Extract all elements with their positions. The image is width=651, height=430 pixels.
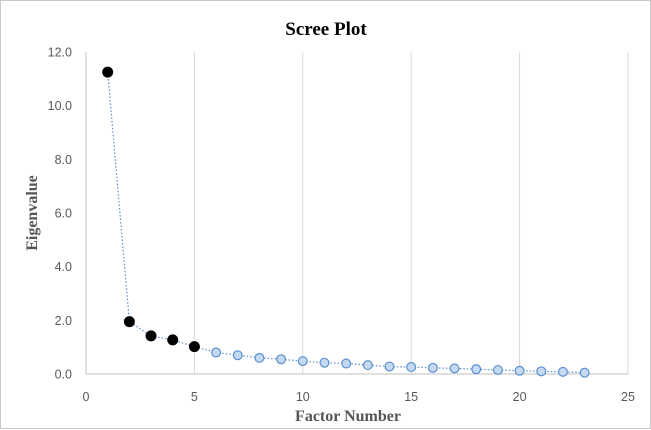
series-line [107,72,585,374]
chart-title: Scree Plot [285,19,367,40]
y-tick-label: 0.0 [55,368,72,382]
y-tick-label: 10.0 [48,99,72,113]
y-tick-label: 6.0 [55,207,72,221]
factor-point [514,365,525,376]
factor-point [254,352,265,363]
x-axis-label: Factor Number [295,408,401,425]
y-tick-label: 8.0 [55,153,72,167]
factor-point [384,361,395,372]
factor-point [319,357,330,368]
factor-point [297,356,308,367]
factor-point [557,366,568,377]
x-tick-label: 0 [83,390,90,404]
factor-point [406,362,417,373]
y-tick-label: 2.0 [55,314,72,328]
x-tick-label: 10 [296,390,310,404]
line-layer [107,72,585,374]
factor-point [492,364,503,375]
retained-factor-point [123,316,135,328]
y-axis-label: Eigenvalue [24,175,41,251]
retained-factor-point [188,341,200,353]
x-tick-label: 20 [513,390,527,404]
factor-point [427,362,438,373]
axis-layer [85,52,628,375]
grid-layer [193,52,629,374]
factor-point [449,363,460,374]
x-tick-label: 25 [621,390,635,404]
factor-point [211,347,222,358]
factor-point [232,350,243,361]
factor-point [276,354,287,365]
factor-point [471,364,482,375]
x-tick-label: 15 [404,390,418,404]
factor-point [362,360,373,371]
point-layer [102,66,590,378]
y-tick-label: 12.0 [48,46,72,60]
y-tick-label: 4.0 [55,260,72,274]
retained-factor-point [145,330,157,342]
factor-point [341,358,352,369]
factor-point [536,366,547,377]
label-layer: 0 5 10 15 20 25 0.0 2.0 4.0 6.0 8.0 10.0 12.0 [48,46,635,405]
retained-factor-point [102,66,114,78]
factor-point [579,367,590,378]
retained-factor-point [167,334,179,346]
x-tick-label: 5 [191,390,198,404]
